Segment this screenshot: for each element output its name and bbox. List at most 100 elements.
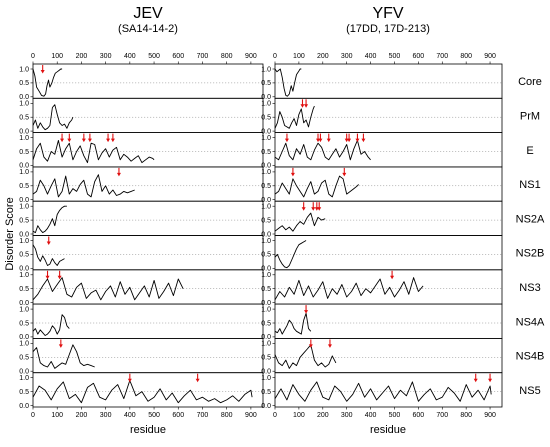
y-tick-label: 1.0 <box>261 238 271 245</box>
mutation-arrow-head <box>361 138 366 143</box>
panel-subtitle: (SA14-14-2) <box>118 23 178 35</box>
top-x-tick-label: 300 <box>341 53 353 60</box>
mutation-arrow-head <box>110 138 115 143</box>
y-tick-label: 0.5 <box>261 183 271 190</box>
y-tick-label: 0.5 <box>261 115 271 122</box>
top-x-tick-label: 500 <box>148 53 160 60</box>
bottom-x-tick-label: 900 <box>484 412 496 419</box>
y-tick-label: 1.0 <box>261 341 271 348</box>
y-tick-label: 1.0 <box>19 238 29 245</box>
y-tick-label: 1.0 <box>19 135 29 142</box>
bottom-x-tick-label: 800 <box>460 412 472 419</box>
y-axis-label: Disorder Score <box>4 197 16 270</box>
disorder-line-ns1 <box>32 174 135 198</box>
disorder-line-ns2a <box>274 212 326 232</box>
row-frame <box>274 63 503 99</box>
y-tick-label: 0.5 <box>261 389 271 396</box>
disorder-line-ns5 <box>32 380 253 404</box>
y-tick-label: 1.0 <box>261 66 271 73</box>
protein-row: 0.0 0.5 1.0 <box>19 166 264 204</box>
protein-row: 0.0 0.5 1.0 <box>19 63 264 101</box>
protein-row: 0.0 0.5 1.0 <box>19 303 264 341</box>
mutation-arrow-head <box>318 138 323 143</box>
row-frame <box>274 166 503 202</box>
y-tick-label: 1.0 <box>261 272 271 279</box>
row-frame <box>32 372 264 408</box>
mutation-arrow-head <box>58 344 63 348</box>
top-x-tick-label: 100 <box>51 53 63 60</box>
top-x-tick-label: 600 <box>172 53 184 60</box>
y-tick-label: 0.5 <box>19 183 29 190</box>
y-tick-label: 0.0 <box>19 369 29 376</box>
mutation-arrow-head <box>195 378 200 383</box>
y-tick-label: 0.0 <box>19 266 29 273</box>
y-tick-label: 0.0 <box>19 403 29 410</box>
row-frame <box>32 337 264 374</box>
y-tick-label: 1.0 <box>19 306 29 313</box>
y-tick-label: 1.0 <box>261 101 271 108</box>
mutation-arrow-head <box>284 138 289 143</box>
mutation-arrow-head <box>304 104 309 108</box>
mutation-arrow-head <box>57 275 62 280</box>
y-tick-label: 0.0 <box>19 197 29 204</box>
bottom-x-tick-label: 0 <box>31 412 35 419</box>
mutation-arrow-head <box>46 241 51 245</box>
mutation-arrow-head <box>127 378 132 383</box>
top-x-tick-label: 300 <box>100 53 112 60</box>
protein-row: 0.0 0.5 1.0 <box>19 337 264 376</box>
protein-row: 0.0 0.5 1.0 NS3 <box>261 269 541 307</box>
protein-row: 0.0 0.5 1.0 <box>19 235 264 273</box>
panel-title: JEV <box>133 5 163 22</box>
panel-titles: JEV(SA14-14-2) YFV(17DD, 17D-213) <box>118 5 430 35</box>
mutation-arrow-head <box>45 275 50 280</box>
bottom-x-tick-label: 800 <box>221 412 233 419</box>
disorder-line-ns2b <box>32 244 65 266</box>
y-tick-label: 0.5 <box>261 286 271 293</box>
protein-row: 0.0 0.5 1.0 NS4A <box>261 303 545 341</box>
protein-row: 0.0 0.5 1.0 <box>19 372 264 410</box>
top-x-tick-label: 700 <box>436 53 448 60</box>
y-tick-label: 0.0 <box>19 94 29 101</box>
bottom-axes: 0 100 200 300 400 500 600 700 800 900 residue 0 100 2… <box>31 407 496 436</box>
top-x-tick-label: 800 <box>460 53 472 60</box>
bottom-x-tick-label: 400 <box>365 412 377 419</box>
y-tick-label: 0.0 <box>261 300 271 307</box>
y-tick-label: 0.0 <box>261 403 271 410</box>
row-frame <box>32 235 264 271</box>
protein-label: NS3 <box>519 282 540 294</box>
mutation-arrow-head <box>308 344 313 348</box>
mutation-arrow-head <box>81 138 86 143</box>
top-x-tick-label: 100 <box>293 53 305 60</box>
disorder-line-prm <box>32 104 74 131</box>
y-tick-label: 0.0 <box>19 300 29 307</box>
top-x-tick-label: 200 <box>76 53 88 60</box>
disorder-line-e <box>32 139 155 164</box>
y-tick-label: 1.0 <box>19 101 29 108</box>
y-tick-label: 0.0 <box>19 334 29 341</box>
protein-label: NS2A <box>516 213 545 225</box>
mutation-arrow-head <box>106 138 111 143</box>
panel-subtitle: (17DD, 17D-213) <box>346 23 430 35</box>
bottom-x-tick-label: 100 <box>293 412 305 419</box>
y-tick-label: 1.0 <box>261 135 271 142</box>
y-tick-label: 0.5 <box>19 80 29 87</box>
top-x-tick-label: 500 <box>389 53 401 60</box>
mutation-arrow-head <box>488 378 493 383</box>
y-tick-label: 0.5 <box>19 252 29 259</box>
y-tick-label: 1.0 <box>19 204 29 211</box>
mutation-arrow-head <box>317 207 322 211</box>
disorder-line-ns2b <box>274 240 307 269</box>
row-frame <box>274 337 503 374</box>
mutation-arrow-head <box>67 138 72 143</box>
mutation-arrow-head <box>87 138 92 143</box>
y-tick-label: 0.0 <box>261 128 271 135</box>
mutation-arrow-head <box>300 104 305 108</box>
y-tick-label: 0.0 <box>261 369 271 376</box>
row-frame <box>32 200 264 236</box>
y-tick-label: 0.5 <box>19 355 29 362</box>
y-tick-label: 0.5 <box>19 286 29 293</box>
protein-label: NS4A <box>516 316 545 328</box>
y-tick-label: 0.5 <box>19 320 29 327</box>
disorder-line-ns1 <box>274 175 359 198</box>
top-x-tick-label: 700 <box>197 53 209 60</box>
